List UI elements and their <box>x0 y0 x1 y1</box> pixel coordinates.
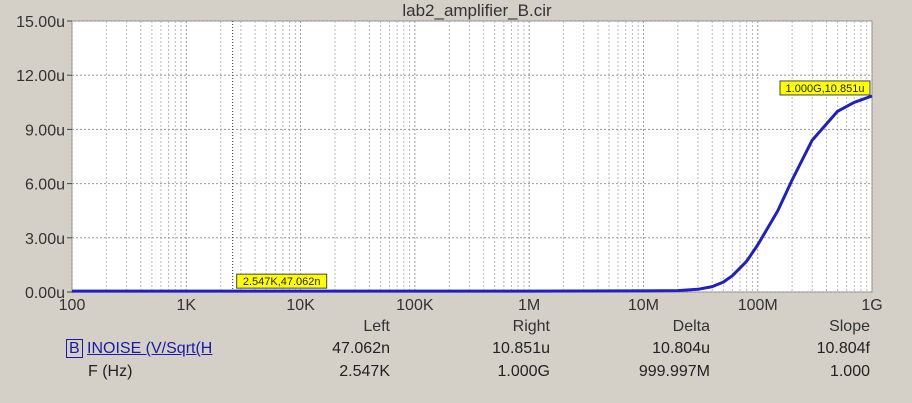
axis-ticks: 100 1K 10K 100K 1M 10M 100M 1G 0.00u 3.00u 6.00u 9.… <box>16 14 883 314</box>
header-slope: Slope <box>829 318 870 335</box>
expression-selector-label: B <box>69 340 80 357</box>
series-group <box>72 94 873 293</box>
x-tick-label: 1K <box>176 297 196 314</box>
plot-background <box>71 20 873 293</box>
x-tick-label: 100 <box>59 297 86 314</box>
chart-title: lab2_amplifier_B.cir <box>402 1 552 20</box>
y-tick-label: 3.00u <box>25 231 65 248</box>
expression-selector-button[interactable]: B <box>66 339 83 358</box>
x-tick-label: 1G <box>861 297 882 314</box>
cursor-label: 1.000G,10.851u <box>786 83 865 95</box>
y-tick-label: 15.00u <box>16 14 65 31</box>
cursor-label: 2.547K,47.062n <box>243 276 321 288</box>
row2-left-value: 2.547K <box>339 363 390 380</box>
y-tick-label: 6.00u <box>25 177 65 194</box>
row2-slope-value: 1.000 <box>829 363 870 380</box>
cursor-label-box <box>779 80 871 96</box>
header-left: Left <box>363 318 390 335</box>
header-delta: Delta <box>672 318 710 335</box>
y-tick-label: 0.00u <box>25 285 65 302</box>
row1-delta-value: 10.804u <box>652 340 710 357</box>
row2-delta-value: 999.997M <box>638 363 710 380</box>
y-tick-label: 12.00u <box>16 68 65 85</box>
header-right: Right <box>512 318 550 335</box>
x-tick-label: 1M <box>518 297 540 314</box>
noise-trace <box>72 94 873 293</box>
row2-right-value: 1.000G <box>497 363 550 380</box>
xaxis-variable-label: F (Hz) <box>88 363 133 380</box>
row1-right-value: 10.851u <box>492 340 550 357</box>
cursor-label-box <box>236 273 328 289</box>
row1-left-value: 47.062n <box>332 340 390 357</box>
annotations: 2.547K,47.062n 1.000G,10.851u <box>232 21 871 292</box>
x-tick-label: 100M <box>738 297 778 314</box>
trace-expression-link[interactable]: INOISE (V/Sqrt(H <box>87 340 213 357</box>
x-tick-label: 10M <box>628 297 659 314</box>
y-tick-label: 9.00u <box>25 122 65 139</box>
x-tick-label: 100K <box>396 297 434 314</box>
x-tick-label: 10K <box>286 297 315 314</box>
row1-slope-value: 10.804f <box>816 340 870 357</box>
grid <box>71 20 873 293</box>
measurement-table: Left Right Delta Slope <box>0 314 912 403</box>
